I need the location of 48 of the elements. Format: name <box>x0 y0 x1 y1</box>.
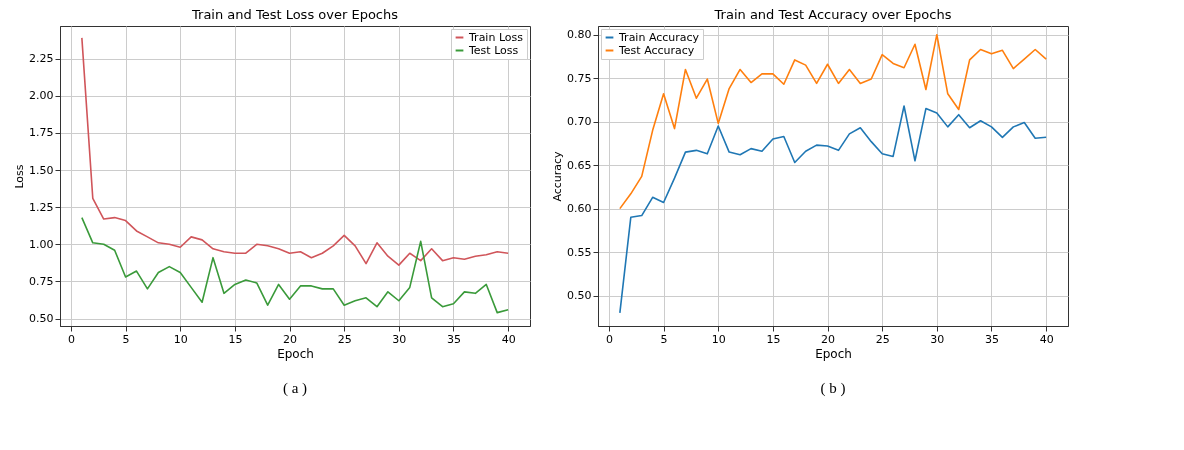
x-tick-label: 0 <box>605 332 613 346</box>
x-tick-label: 35 <box>446 332 461 346</box>
y-tick-label: 0.55 <box>567 245 592 259</box>
x-tick-label: 20 <box>283 332 298 346</box>
y-tick-label: 0.60 <box>567 202 592 216</box>
x-tick-label: 40 <box>1039 332 1054 346</box>
legend-label: Train Loss <box>468 30 524 44</box>
y-tick-label: 0.75 <box>29 274 54 288</box>
x-tick-label: 15 <box>228 332 243 346</box>
x-axis-title: Epoch <box>277 346 314 361</box>
y-tick-label: 0.50 <box>567 289 592 303</box>
y-tick-label: 0.70 <box>567 115 592 129</box>
y-tick-label: 1.75 <box>29 126 54 140</box>
x-tick-label: 30 <box>930 332 945 346</box>
x-tick-label: 10 <box>173 332 188 346</box>
legend-label: Train Accuracy <box>618 30 700 44</box>
legend-label: Test Accuracy <box>618 43 695 57</box>
chart-title: Train and Test Loss over Epochs <box>191 7 399 22</box>
x-tick-label: 5 <box>660 332 668 346</box>
x-tick-label: 25 <box>337 332 352 346</box>
x-tick-label: 10 <box>711 332 726 346</box>
y-tick-label: 0.50 <box>29 312 54 326</box>
x-tick-label: 20 <box>821 332 836 346</box>
y-tick-label: 2.25 <box>29 52 54 66</box>
x-tick-label: 0 <box>67 332 75 346</box>
y-axis-title: Loss <box>13 164 27 189</box>
y-tick-label: 1.50 <box>29 163 54 177</box>
y-tick-label: 0.80 <box>567 28 592 42</box>
x-tick-label: 25 <box>875 332 890 346</box>
legend-label: Test Loss <box>468 43 519 57</box>
x-tick-label: 30 <box>392 332 407 346</box>
text: ( b ) <box>820 380 846 397</box>
text: ( a ) <box>282 380 308 397</box>
line-series <box>81 216 509 314</box>
y-tick-label: 2.00 <box>29 89 54 103</box>
x-tick-label: 40 <box>501 332 516 346</box>
y-tick-label: 0.65 <box>567 158 592 172</box>
x-tick-label: 35 <box>984 332 999 346</box>
line-series <box>619 105 1047 314</box>
y-tick-label: 0.75 <box>567 71 592 85</box>
chart-title: Train and Test Accuracy over Epochs <box>713 7 952 22</box>
y-axis-title: Accuracy <box>551 150 565 202</box>
y-tick-label: 1.00 <box>29 237 54 251</box>
x-tick-label: 5 <box>122 332 130 346</box>
x-tick-label: 15 <box>766 332 781 346</box>
x-axis-title: Epoch <box>815 346 852 361</box>
y-tick-label: 1.25 <box>29 200 54 214</box>
line-series <box>619 33 1047 210</box>
